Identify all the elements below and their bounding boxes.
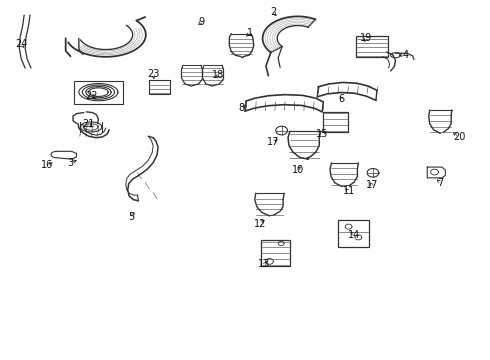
- Bar: [74, 81, 123, 104]
- Text: 16: 16: [41, 160, 53, 170]
- Bar: [149, 80, 170, 94]
- Text: 18: 18: [212, 70, 224, 80]
- Text: 2: 2: [270, 7, 276, 17]
- Text: 6: 6: [339, 94, 345, 104]
- Text: 19: 19: [360, 33, 372, 43]
- Text: 8: 8: [238, 103, 244, 113]
- Text: 9: 9: [198, 17, 204, 27]
- Text: 12: 12: [253, 219, 266, 229]
- Bar: [261, 240, 290, 266]
- Text: 23: 23: [147, 69, 159, 79]
- Text: 24: 24: [15, 40, 27, 49]
- Text: 13: 13: [258, 259, 270, 269]
- Text: 15: 15: [316, 129, 328, 139]
- Text: 3: 3: [67, 158, 73, 168]
- Text: 10: 10: [292, 165, 304, 175]
- Text: 1: 1: [247, 28, 253, 38]
- Text: 4: 4: [402, 50, 408, 60]
- Text: 22: 22: [85, 91, 98, 102]
- Text: 5: 5: [128, 212, 135, 221]
- Bar: [323, 112, 347, 132]
- Text: 17: 17: [366, 180, 378, 190]
- Text: 14: 14: [348, 230, 361, 239]
- Text: 11: 11: [343, 186, 355, 197]
- Text: 20: 20: [453, 132, 465, 142]
- Text: 21: 21: [82, 120, 95, 129]
- Text: 17: 17: [267, 138, 279, 147]
- Bar: [338, 220, 369, 247]
- Text: 7: 7: [437, 178, 443, 188]
- Bar: [356, 36, 388, 57]
